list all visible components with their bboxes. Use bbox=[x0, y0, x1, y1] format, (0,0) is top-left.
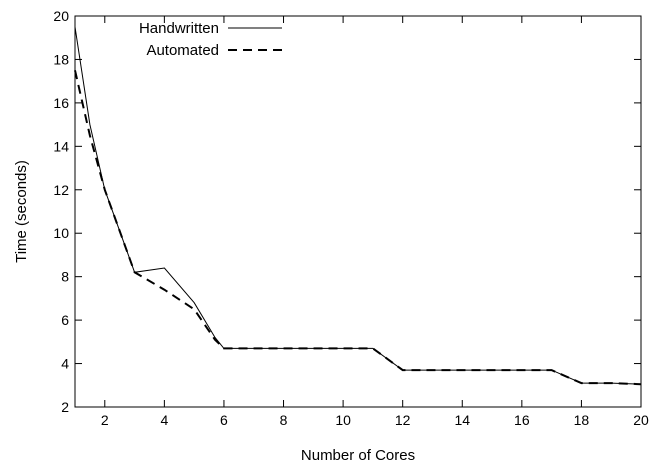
x-tick-label: 16 bbox=[514, 412, 530, 428]
x-tick-label: 2 bbox=[101, 412, 109, 428]
axis-ticks: 2 4 6 8 10 12 14 16 18 20 2 4 6 8 10 12 14 16 18 20 bbox=[53, 8, 649, 428]
x-tick-label: 14 bbox=[454, 412, 470, 428]
y-axis-title: Time (seconds) bbox=[13, 160, 30, 263]
x-tick-label: 6 bbox=[220, 412, 228, 428]
series-lines bbox=[74, 26, 642, 386]
y-tick-label: 6 bbox=[61, 312, 69, 328]
y-tick-label: 18 bbox=[53, 51, 69, 67]
y-tick-label: 16 bbox=[53, 95, 69, 111]
y-tick-label: 4 bbox=[61, 356, 69, 372]
x-tick-label: 10 bbox=[335, 412, 351, 428]
plot-frame bbox=[74, 15, 642, 408]
x-tick-label: 20 bbox=[633, 412, 649, 428]
y-tick-label: 8 bbox=[61, 269, 69, 285]
x-tick-label: 8 bbox=[280, 412, 288, 428]
y-tick-label: 10 bbox=[53, 225, 69, 241]
series-line-handwritten bbox=[74, 26, 642, 385]
y-tick-label: 20 bbox=[53, 8, 69, 24]
legend-label-automated: Automated bbox=[146, 42, 219, 59]
y-tick-label: 2 bbox=[61, 399, 69, 415]
x-tick-label: 18 bbox=[574, 412, 590, 428]
x-tick-label: 4 bbox=[160, 412, 168, 428]
legend: Handwritten Automated bbox=[139, 20, 282, 59]
y-tick-label: 14 bbox=[53, 138, 69, 154]
series-line-automated bbox=[74, 70, 642, 386]
x-axis-title: Number of Cores bbox=[301, 447, 415, 464]
x-tick-label: 12 bbox=[395, 412, 411, 428]
legend-label-handwritten: Handwritten bbox=[139, 20, 219, 37]
y-tick-label: 12 bbox=[53, 182, 69, 198]
